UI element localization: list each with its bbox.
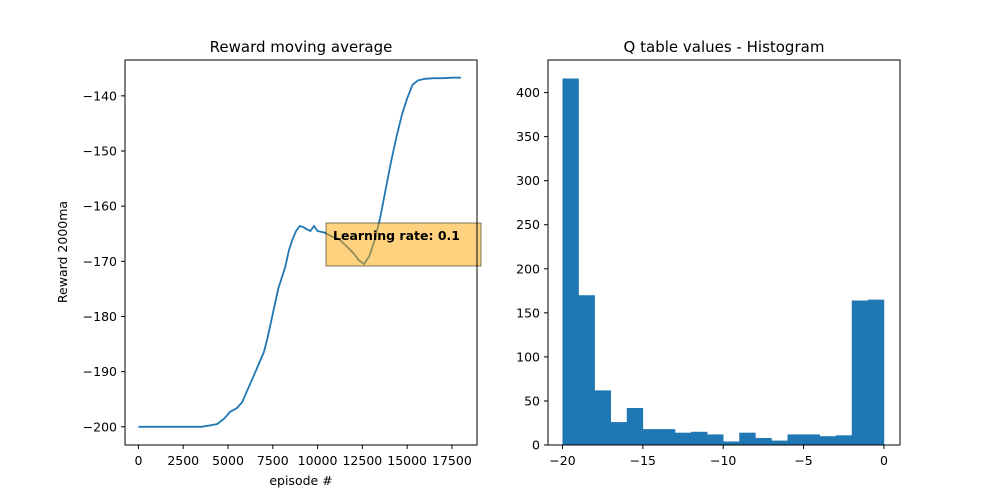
- left-ytick-label: −160: [83, 199, 117, 214]
- right-ytick-label: 300: [516, 173, 540, 188]
- left-xtick-label: 0: [134, 453, 142, 468]
- left-ytick-label: −180: [83, 309, 117, 324]
- left-chart-ylabel: Reward 2000ma: [55, 201, 70, 303]
- right-xtick-label: −10: [710, 453, 736, 468]
- left-xtick-label: 5000: [212, 453, 244, 468]
- histogram-bar: [819, 436, 836, 445]
- left-xtick-label: 12500: [342, 453, 382, 468]
- left-ytick-label: −170: [83, 254, 117, 269]
- histogram-bar: [803, 434, 820, 445]
- right-chart-frame: [547, 59, 901, 446]
- histogram-bar: [739, 432, 756, 445]
- histogram-bar: [658, 429, 676, 445]
- left-line-chart: Reward moving average 0 2500 5000 7500 10000…: [55, 38, 482, 488]
- histogram-bar: [707, 434, 724, 445]
- histogram-bar: [787, 434, 804, 445]
- right-xtick-label: −15: [630, 453, 656, 468]
- annotation-text: Learning rate: 0.1: [333, 228, 460, 243]
- left-chart-title: Reward moving average: [210, 38, 393, 56]
- left-xtick-label: 2500: [167, 453, 199, 468]
- histogram-bar: [755, 437, 772, 445]
- histogram-bar: [578, 295, 595, 445]
- left-chart-xlabel: episode #: [269, 473, 332, 488]
- histogram-bar: [771, 440, 788, 445]
- right-chart-ticks: −20 −15 −10 −5 0 0 50 100 150 200 250 300 350 400: [516, 85, 888, 468]
- annotation-box: [325, 222, 482, 267]
- histogram-bar: [851, 300, 869, 445]
- right-ytick-label: 250: [516, 217, 540, 232]
- left-xtick-label: 10000: [298, 453, 338, 468]
- histogram-bar: [674, 432, 692, 445]
- right-histogram-chart: Q table values - Histogram −20 −15 −10 −5 0 0…: [516, 38, 901, 468]
- histogram-bar: [691, 431, 708, 445]
- right-xtick-label: −20: [549, 453, 575, 468]
- histogram-bar: [594, 390, 611, 445]
- left-xtick-label: 7500: [257, 453, 289, 468]
- histogram-bars: [562, 78, 885, 445]
- histogram-bar: [835, 435, 853, 445]
- left-xtick-label: 17500: [432, 453, 472, 468]
- right-xtick-label: 0: [880, 453, 888, 468]
- histogram-bar: [562, 78, 579, 445]
- right-chart-title: Q table values - Histogram: [624, 38, 825, 56]
- learning-rate-annotation: Learning rate: 0.1: [325, 222, 482, 267]
- right-ytick-label: 50: [524, 393, 540, 408]
- reward-series-line: [138, 76, 461, 428]
- right-ytick-label: 150: [516, 305, 540, 320]
- histogram-bar: [642, 429, 660, 445]
- histogram-bar: [610, 422, 628, 445]
- left-ytick-label: −150: [83, 144, 117, 159]
- left-chart-ticks: 0 2500 5000 7500 10000 12500 15000 17500 −200 −19…: [83, 88, 472, 468]
- right-ytick-label: 400: [516, 85, 540, 100]
- right-ytick-label: 350: [516, 129, 540, 144]
- right-ytick-label: 200: [516, 261, 540, 276]
- histogram-bar: [867, 299, 885, 445]
- right-xtick-label: −5: [794, 453, 812, 468]
- left-ytick-label: −140: [83, 88, 117, 103]
- left-ytick-label: −200: [83, 419, 117, 434]
- left-chart-frame: [124, 59, 478, 446]
- left-xtick-label: 15000: [387, 453, 427, 468]
- left-ytick-label: −190: [83, 364, 117, 379]
- right-ytick-label: 0: [532, 438, 540, 453]
- right-ytick-label: 100: [516, 349, 540, 364]
- histogram-bar: [626, 408, 644, 445]
- histogram-bar: [723, 441, 740, 445]
